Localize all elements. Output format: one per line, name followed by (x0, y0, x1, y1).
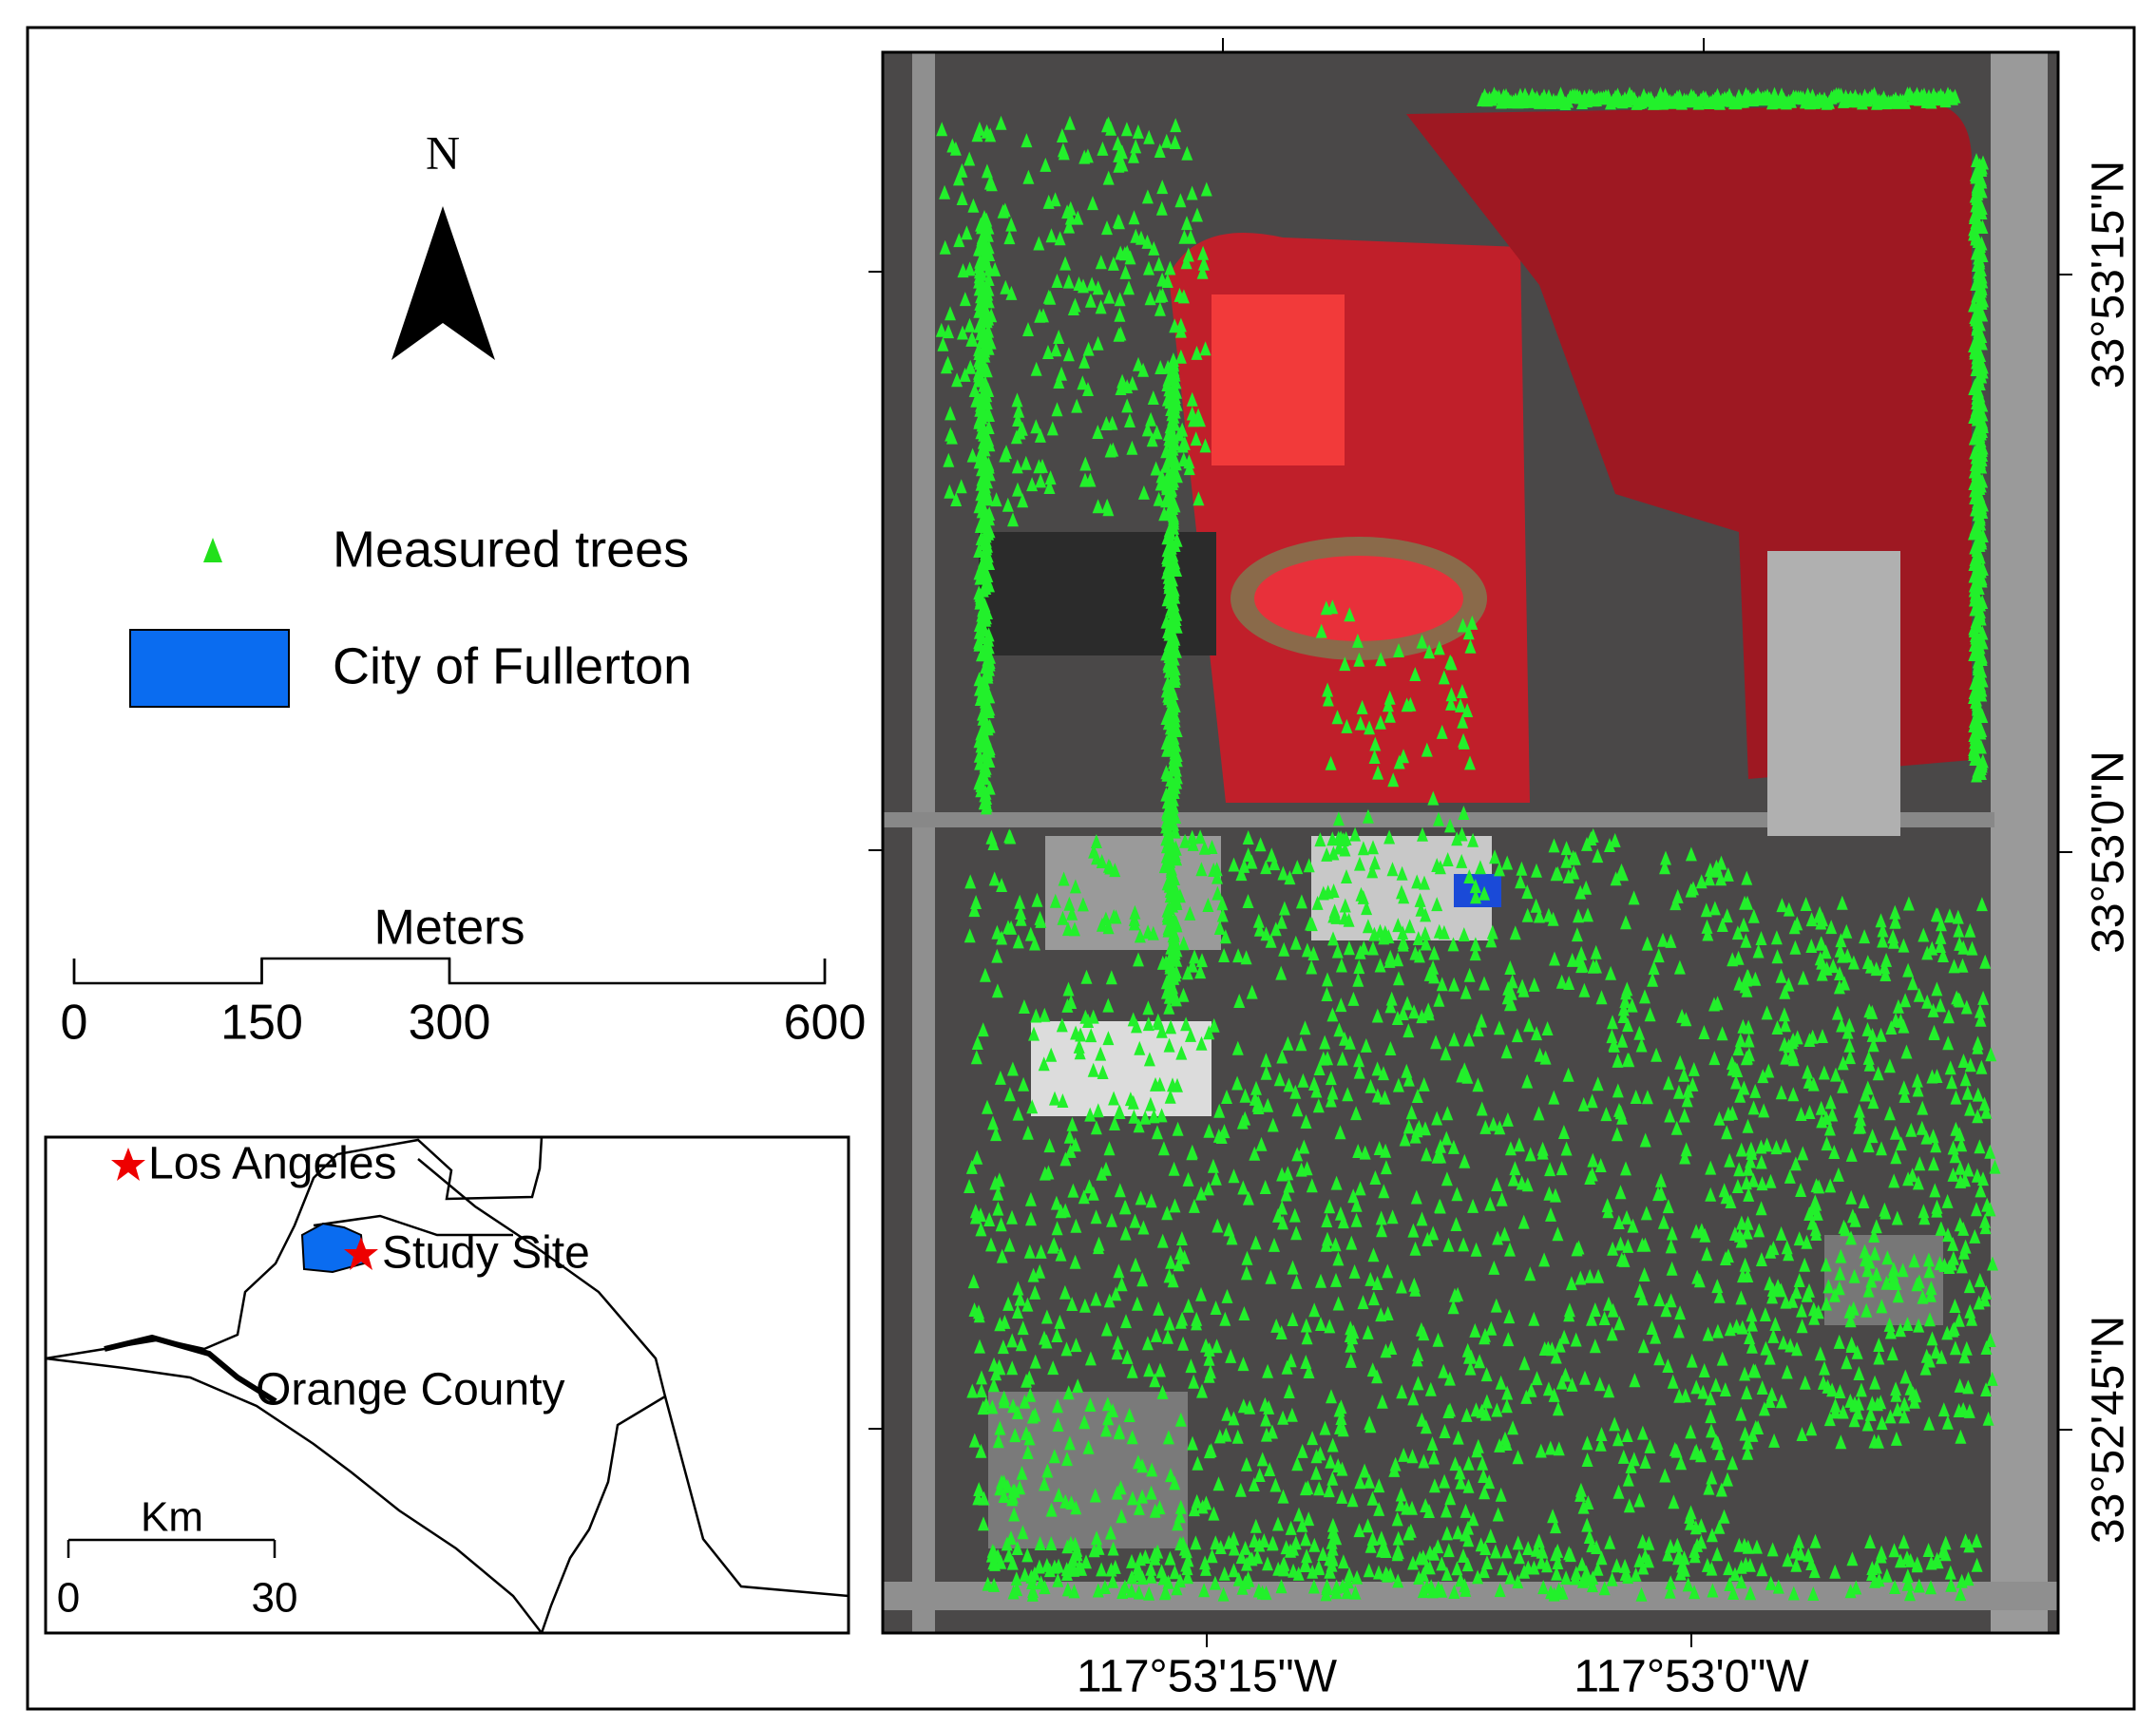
star-los-angeles (111, 1148, 145, 1181)
north-label: N (426, 125, 460, 179)
latitude-label: 33°53'0"N (2084, 750, 2134, 954)
scale-unit: Meters (374, 901, 525, 956)
inset-scale-tick-label: 0 (57, 1575, 80, 1622)
latitude-label: 33°53'15"N (2084, 161, 2134, 389)
inset-place: Study Site (382, 1228, 590, 1279)
scale-tick-label: 0 (61, 996, 88, 1051)
inset-frame (44, 1135, 850, 1635)
longitude-label: 117°53'15"W (1077, 1652, 1338, 1702)
legend-city-swatch (129, 629, 290, 708)
stadium (1212, 294, 1345, 465)
scale-tick-label: 300 (409, 996, 491, 1051)
graticule-ticks (868, 38, 2072, 1647)
latitude-label: 33°52'45"N (2084, 1316, 2134, 1544)
longitude-label: 117°53'0"W (1574, 1652, 1809, 1702)
housing (1767, 551, 1900, 836)
inset-place: Los Angeles (148, 1139, 397, 1189)
scale-tick-label: 600 (784, 996, 867, 1051)
parking-lot (979, 532, 1216, 655)
inset-scale-bar: 0 30 (57, 1538, 298, 1622)
legend-label: City of Fullerton (333, 637, 692, 694)
map-frame (881, 50, 2060, 1635)
road (912, 52, 935, 1633)
scale-bar: 0 150 300 600 (61, 957, 867, 1051)
inset-scale-unit: Km (141, 1494, 203, 1541)
inset-boundaries (45, 1136, 849, 1634)
track-field (1254, 556, 1463, 641)
north-arrow (391, 206, 495, 360)
freeway (1991, 52, 2048, 1633)
legend-tree-symbol (203, 538, 222, 562)
scale-tick-label: 150 (220, 996, 303, 1051)
satellite-map (868, 38, 2072, 1647)
star-study-site (344, 1237, 378, 1270)
inset-scale-tick-label: 30 (252, 1575, 298, 1622)
scale-bar-line (72, 957, 827, 985)
inset-coast (104, 1334, 277, 1404)
inset-place: Orange County (256, 1365, 565, 1415)
legend-label: Measured trees (333, 521, 689, 578)
